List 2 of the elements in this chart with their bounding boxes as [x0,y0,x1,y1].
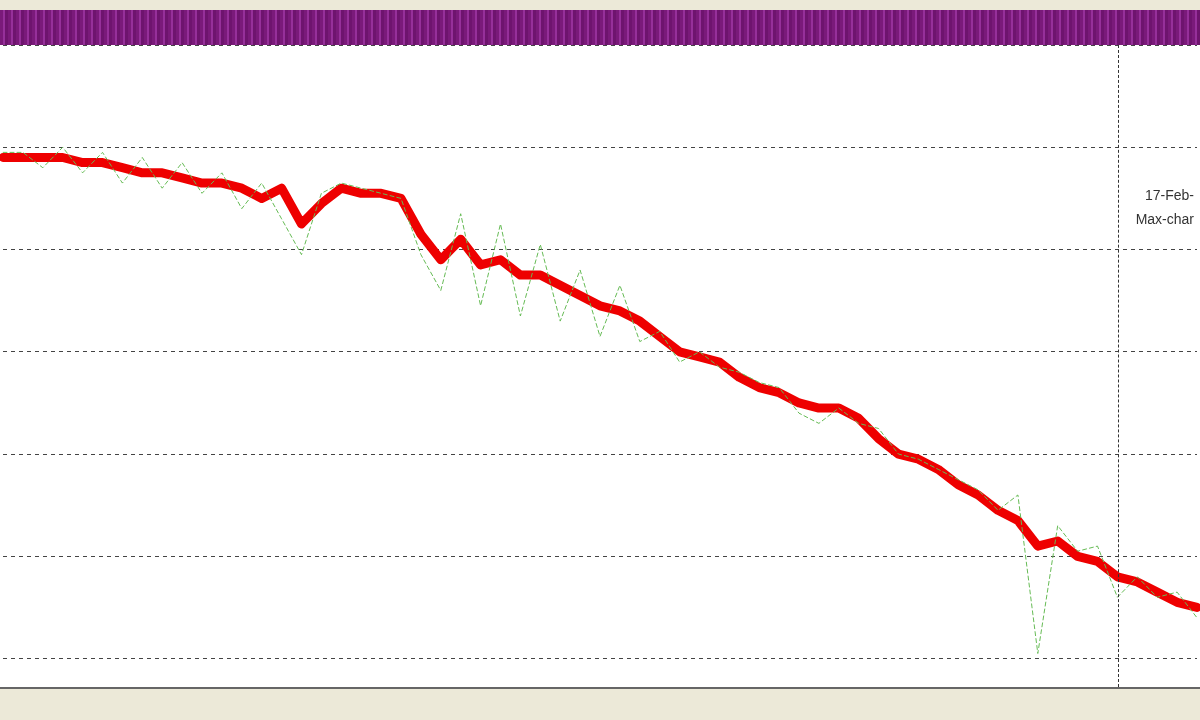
annotation: Max-char [1133,207,1196,231]
annotation: 17-Feb- [1133,183,1196,207]
